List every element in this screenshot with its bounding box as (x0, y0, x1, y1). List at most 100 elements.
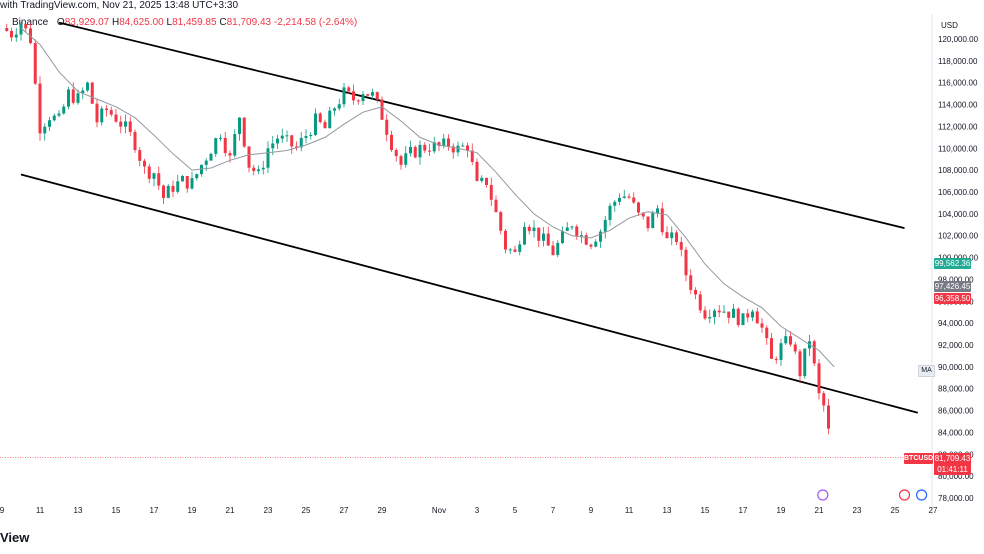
candle-body (556, 243, 560, 256)
x-tick-label: 11 (36, 506, 45, 515)
candle-body (765, 327, 769, 339)
candle-body (793, 344, 797, 352)
x-tick-label: 13 (663, 506, 672, 515)
candle-body (489, 184, 493, 200)
candle-body (513, 249, 517, 252)
candle-body (209, 153, 213, 161)
candle-body (613, 201, 617, 206)
y-tick-label: 92,000.00 (938, 341, 974, 350)
candle-body (646, 216, 650, 229)
candle-body (627, 196, 631, 198)
candle-body (437, 142, 441, 146)
candle-body (755, 311, 759, 324)
x-tick-label: 13 (74, 506, 83, 515)
candle-body (157, 173, 161, 186)
candle-body (413, 146, 417, 158)
candle-body (746, 313, 750, 318)
candle-body (432, 142, 436, 152)
candle-body (138, 150, 142, 161)
candle-body (475, 161, 479, 181)
candle-body (504, 230, 507, 250)
candle-body (532, 227, 536, 232)
candle-body (43, 126, 47, 134)
candle-body (461, 145, 465, 147)
candle-body (233, 134, 237, 156)
candle-body (380, 99, 384, 120)
candle-body (798, 351, 802, 377)
candle-body (10, 30, 13, 38)
exchange-label: Binance (12, 17, 49, 28)
candle-body (570, 226, 574, 228)
y-tick-label: 102,000.00 (938, 232, 979, 241)
x-tick-label: 23 (264, 506, 273, 515)
x-tick-label: 19 (777, 506, 786, 515)
candle-body (124, 121, 127, 127)
candle-body (304, 136, 308, 138)
candle-body (660, 208, 664, 233)
candle-body (760, 323, 764, 328)
y-tick-label: 80,000.00 (938, 472, 974, 481)
y-tick-label: 116,000.00 (938, 79, 978, 88)
y-tick-label: 120,000.00 (938, 35, 979, 44)
source-text: with TradingView.com, Nov 21, 2025 13:48… (0, 0, 239, 11)
x-tick-label: 21 (815, 506, 824, 515)
candle-body (518, 244, 522, 252)
candle-body (67, 89, 70, 107)
candle-body (114, 114, 118, 122)
candle-body (423, 144, 427, 151)
x-tick-label: 7 (551, 506, 556, 515)
candle-body (527, 226, 531, 232)
currency-label: USD (941, 21, 958, 30)
candle-body (90, 82, 94, 104)
candle-body (242, 117, 246, 147)
x-tick-label: 21 (226, 506, 235, 515)
candle-body (803, 348, 807, 377)
candle-body (204, 160, 208, 165)
candle-body (770, 338, 773, 359)
candle-body (238, 117, 241, 135)
candle-body (580, 235, 583, 237)
candle-body (257, 169, 260, 172)
x-tick-label: 15 (701, 506, 710, 515)
candle-body (52, 115, 56, 121)
candle-body (100, 108, 104, 123)
candle-body (603, 219, 607, 232)
candle-body (608, 205, 612, 220)
candle-body (651, 213, 655, 229)
candle-body (599, 231, 602, 242)
candle-body (456, 145, 460, 153)
candle-body (128, 121, 132, 132)
candle-body (105, 108, 108, 111)
candle-body (190, 178, 194, 189)
candle-body (228, 153, 232, 156)
countdown: 01:41:11 (937, 465, 968, 474)
candle-body (523, 226, 526, 245)
candle-body (290, 135, 294, 147)
candle-body (447, 138, 450, 147)
candle-body (546, 233, 550, 246)
ticker-tag: BTCUSD (904, 453, 934, 464)
candle-body (466, 145, 469, 151)
candle-body (76, 93, 80, 103)
candle-body (442, 138, 446, 146)
candle-body (717, 310, 721, 313)
x-tick-label: 17 (150, 506, 159, 515)
y-tick-label: 88,000.00 (938, 385, 974, 394)
x-tick-label: 3 (475, 506, 480, 515)
candle-body (418, 144, 422, 158)
candle-body (162, 185, 165, 198)
candle-body (280, 135, 284, 139)
candle-body (485, 177, 488, 185)
candle-body (176, 181, 180, 192)
candle-body (223, 137, 227, 154)
candle-body (565, 227, 569, 232)
candle-body (285, 135, 289, 137)
y-tick-label: 110,000.00 (938, 144, 978, 153)
candle-body (366, 94, 370, 96)
candle-body (561, 231, 564, 244)
candle-body (214, 138, 218, 154)
channel-line (58, 21, 905, 229)
candle-body (499, 212, 503, 231)
